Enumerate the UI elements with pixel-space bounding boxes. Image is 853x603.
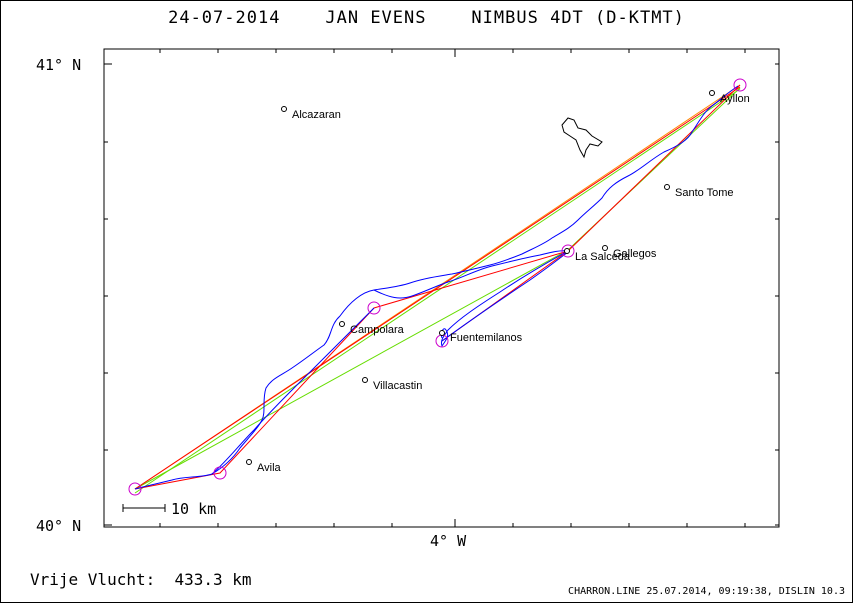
turnpoint-1 [213, 466, 227, 480]
place-marker [339, 321, 345, 327]
place-label: Fuentemilanos [450, 332, 523, 344]
scale-bar: 10 km [122, 500, 216, 518]
place-label: Villacastin [373, 380, 422, 392]
lat-label-bottom: 40° N [36, 517, 81, 535]
axis-ticks [104, 49, 779, 527]
route-line-red-direct [134, 86, 741, 490]
scale-bar-label: 10 km [171, 500, 216, 518]
lake-outline [561, 117, 603, 159]
gps-track-return [441, 250, 569, 348]
gps-track-segment [373, 250, 569, 299]
free-flight-distance: Vrije Vlucht: 433.3 km [30, 570, 252, 589]
gps-track-leg [211, 307, 375, 475]
flight-title: 24-07-2014 JAN EVENS NIMBUS 4DT (D-KTMT) [168, 8, 685, 28]
turnpoint-3 [561, 244, 575, 258]
place-label: Avila [257, 462, 282, 474]
place-marker [246, 459, 252, 465]
place-marker [439, 330, 445, 336]
turnpoint-2 [367, 301, 381, 315]
route-line-green-a [134, 88, 741, 494]
places: Alcazaran Ayllon Santo Tome Gallegos La … [246, 90, 750, 474]
place-label: Ayllon [720, 93, 750, 105]
place-marker [664, 184, 670, 190]
task-lines [134, 84, 741, 494]
place-marker [362, 377, 368, 383]
place-marker [602, 245, 608, 251]
place-label: La Salceda [575, 251, 631, 263]
lon-label-center: 4° W [430, 532, 467, 550]
place-marker [564, 248, 570, 254]
place-label: Gallegos [613, 248, 657, 260]
turnpoints [128, 78, 747, 496]
turnpoint-4 [733, 78, 747, 92]
place-label: Santo Tome [675, 187, 734, 199]
place-label: Alcazaran [292, 109, 341, 121]
turnpoint-start [128, 482, 142, 496]
file-info: CHARRON.LINE 25.07.2014, 09:19:38, DISLI… [568, 586, 845, 597]
plot-frame [103, 48, 780, 528]
gps-track-outbound [441, 251, 569, 342]
place-marker [709, 90, 715, 96]
place-label: Campolara [350, 324, 405, 336]
lat-label-top: 41° N [36, 56, 81, 74]
place-marker [281, 106, 287, 112]
gps-track-main [134, 85, 739, 490]
